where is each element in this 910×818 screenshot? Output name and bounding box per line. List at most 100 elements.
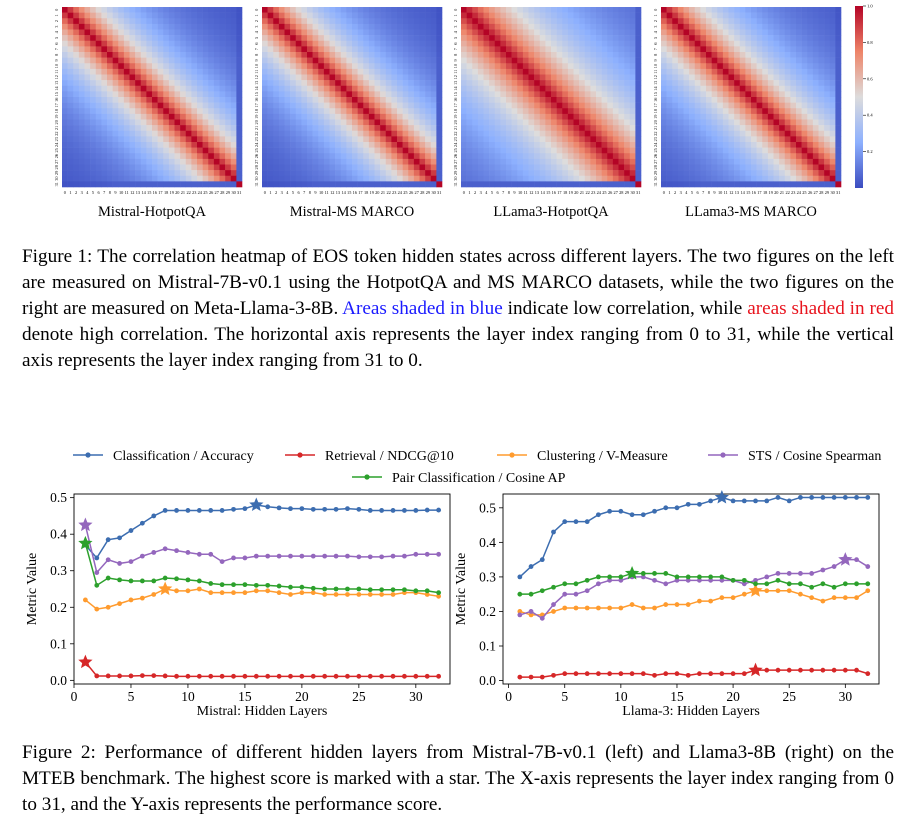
- heatmap-x-tick: 4: [685, 190, 688, 195]
- heatmap-cell: [677, 147, 684, 154]
- heatmap-cell: [500, 108, 507, 115]
- heatmap-cell: [278, 91, 285, 98]
- heatmap-cell: [163, 158, 170, 165]
- heatmap-cell: [213, 164, 220, 171]
- heatmap-cell: [824, 68, 831, 75]
- heatmap-cell: [835, 29, 842, 36]
- heatmap-cell: [461, 40, 467, 47]
- heatmap-cell: [118, 74, 125, 81]
- heatmap-cell: [236, 113, 243, 120]
- legend-label: Clustering / V-Measure: [537, 449, 668, 464]
- heatmap-cell: [107, 57, 113, 64]
- heatmap-cell: [284, 147, 291, 154]
- heatmap-y-tick: 28: [453, 165, 458, 169]
- heatmap-y-tick: 10: [54, 64, 59, 68]
- heatmap-cell: [739, 97, 746, 103]
- heatmap-cell: [812, 68, 819, 75]
- heatmap-cell: [352, 113, 358, 120]
- heatmap-cell: [430, 164, 437, 171]
- heatmap-cell: [762, 85, 769, 92]
- heatmap-cell: [812, 153, 819, 160]
- heatmap-cell: [728, 80, 735, 87]
- heatmap-cell: [397, 68, 403, 75]
- heatmap-cell: [511, 108, 518, 115]
- heatmap-cell: [219, 40, 226, 47]
- heatmap-cell: [579, 130, 586, 137]
- heatmap-cell: [762, 164, 769, 171]
- heatmap-cell: [402, 12, 409, 19]
- heatmap-cell: [624, 7, 631, 13]
- heatmap-cell: [185, 108, 192, 115]
- heatmap-cell: [835, 97, 842, 103]
- heatmap-y-tick: 19: [653, 115, 658, 119]
- heatmap-cell: [517, 18, 524, 25]
- heatmap-cell: [661, 142, 667, 148]
- data-point: [820, 598, 826, 604]
- heatmap-cell: [539, 7, 546, 13]
- heatmap-x-tick: 3: [281, 190, 283, 195]
- heatmap-cell: [706, 130, 712, 137]
- heatmap-cell: [745, 125, 752, 132]
- data-point: [94, 606, 100, 612]
- heatmap-cell: [374, 119, 381, 126]
- heatmap-cell: [666, 119, 673, 126]
- heatmap-cell: [601, 181, 608, 188]
- data-point: [528, 591, 534, 597]
- heatmap-cell: [829, 68, 836, 75]
- heatmap-cell: [812, 164, 819, 171]
- heatmap-cell: [146, 18, 153, 25]
- heatmap-cell: [579, 52, 586, 58]
- heatmap-cell: [500, 12, 507, 19]
- x-tick-label: 30: [839, 689, 853, 704]
- heatmap-cell: [73, 57, 80, 64]
- heatmap-cell: [208, 170, 215, 177]
- heatmap-cell: [329, 74, 336, 81]
- heatmap-cell: [62, 35, 68, 42]
- heatmap-cell: [812, 147, 819, 154]
- heatmap-cell: [506, 108, 512, 115]
- heatmap-cell: [329, 40, 336, 47]
- heatmap-cell: [517, 12, 524, 19]
- heatmap-cell: [573, 153, 580, 160]
- heatmap-cell: [790, 170, 797, 177]
- heatmap-cell: [711, 175, 718, 182]
- data-point: [424, 551, 430, 557]
- heatmap-cell: [624, 97, 631, 103]
- heatmap-x-tick: 27: [814, 190, 819, 195]
- heatmap-cell: [312, 29, 319, 36]
- heatmap-cell: [472, 97, 479, 103]
- heatmap-cell: [408, 85, 415, 92]
- heatmap-cell: [329, 85, 336, 92]
- heatmap-cell: [683, 7, 690, 13]
- heatmap-cell: [101, 136, 108, 143]
- heatmap-cell: [191, 7, 198, 13]
- heatmap-y-tick: 1: [254, 14, 259, 16]
- heatmap-cell: [517, 97, 524, 103]
- heatmap-cell: [801, 80, 808, 87]
- heatmap-cell: [596, 164, 602, 171]
- heatmap-cell: [284, 7, 291, 13]
- heatmap-cell: [163, 18, 170, 25]
- heatmap-cell: [380, 181, 387, 188]
- heatmap-cell: [835, 52, 842, 58]
- heatmap-cell: [307, 113, 313, 120]
- heatmap-cell: [551, 80, 557, 87]
- heatmap-cell: [352, 108, 358, 115]
- heatmap-y-tick: 8: [453, 54, 458, 56]
- heatmap-cell: [90, 46, 97, 53]
- heatmap-cell: [506, 46, 512, 53]
- heatmap-cell: [694, 125, 701, 132]
- heatmap-cell: [511, 57, 518, 64]
- heatmap-cell: [677, 52, 684, 58]
- heatmap-cell: [340, 170, 347, 177]
- heatmap-cell: [539, 63, 546, 70]
- heatmap-cell: [67, 85, 74, 92]
- heatmap-cell: [796, 12, 802, 19]
- heatmap-cell: [784, 46, 791, 53]
- heatmap-cell: [706, 153, 712, 160]
- heatmap-cell: [483, 125, 490, 132]
- heatmap-cell: [517, 52, 524, 58]
- heatmap-cell: [140, 40, 147, 47]
- data-point: [299, 584, 305, 590]
- heatmap-cell: [689, 170, 696, 177]
